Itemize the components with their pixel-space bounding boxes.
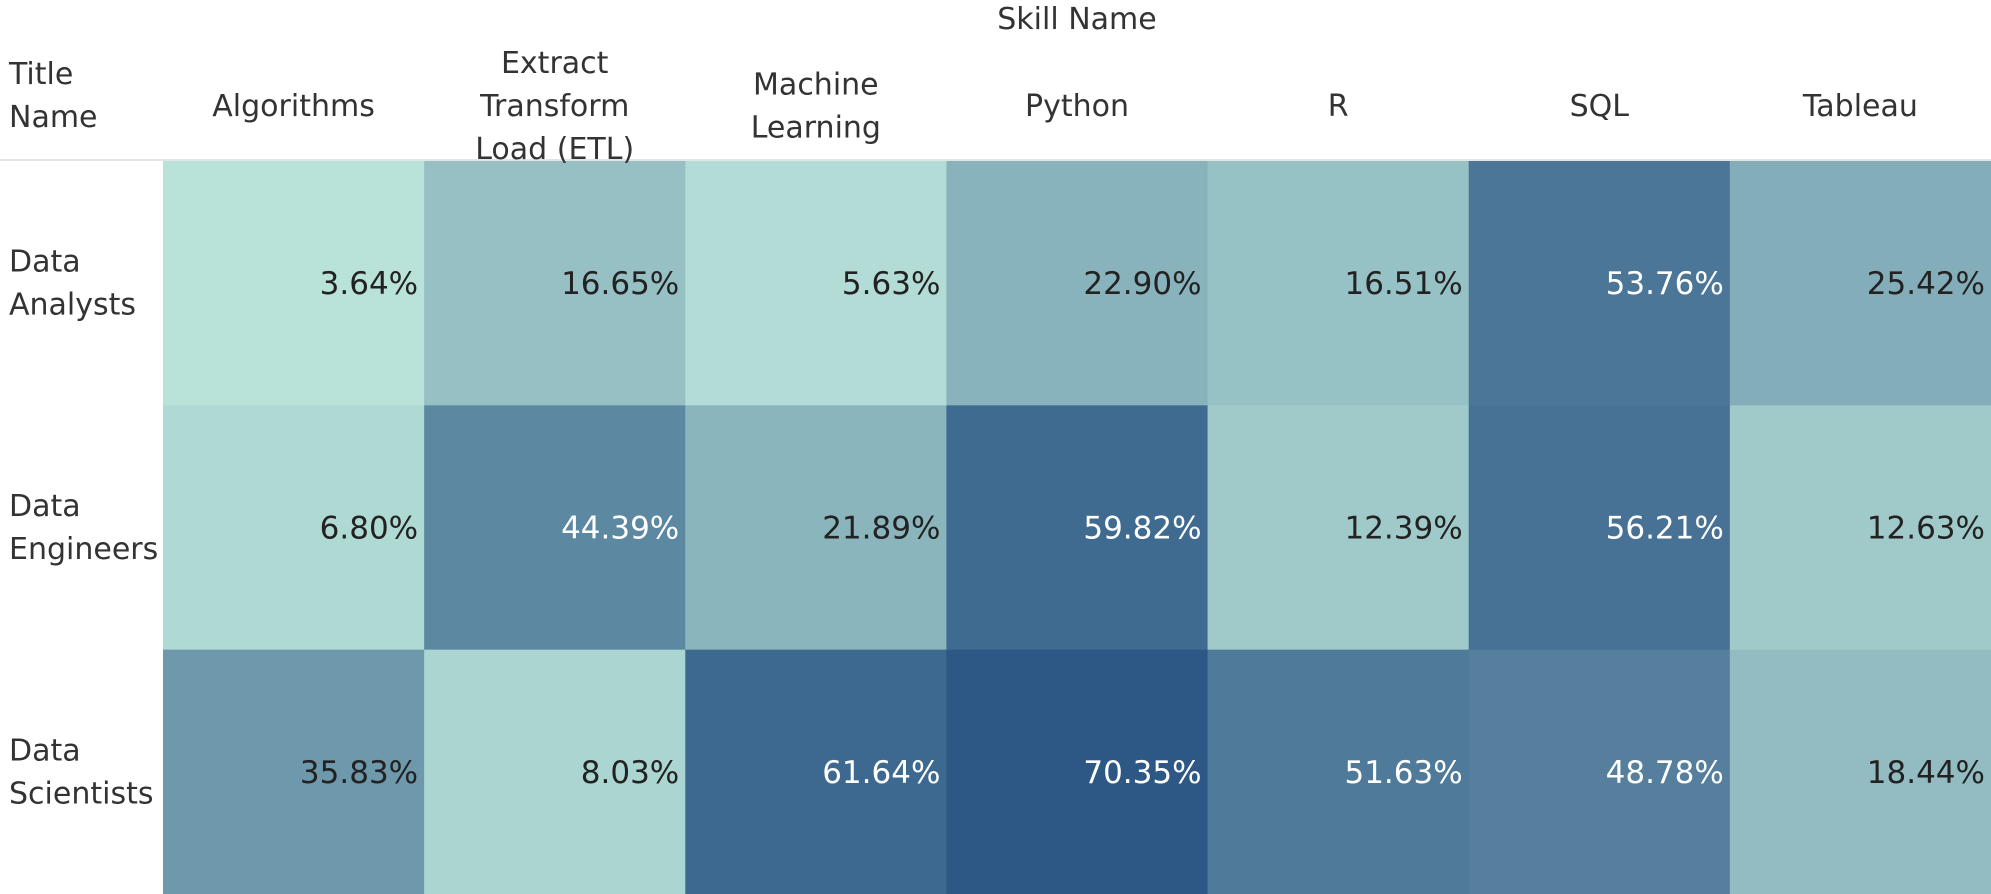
row-header-data-scientists: Data Scientists <box>9 733 153 811</box>
heatmap-value-label: 18.44% <box>1867 755 1985 791</box>
heatmap-value-label: 44.39% <box>561 511 679 547</box>
heatmap-cell[interactable] <box>685 405 947 651</box>
heatmap-cell[interactable] <box>163 161 425 406</box>
heatmap-cells <box>163 161 1991 894</box>
heatmap-cell[interactable] <box>1207 649 1470 894</box>
row-headers: Data Analysts Data Engineers Data Scientists <box>9 245 158 812</box>
heatmap-value-label: 22.90% <box>1083 266 1201 302</box>
column-header-machine-learning: Machine Learning <box>751 68 881 146</box>
row-header-data-engineers: Data Engineers <box>9 489 158 567</box>
column-headers: Algorithms Extract Transform Load (ETL) Mach… <box>212 46 1918 167</box>
heatmap-value-labels: 3.64% 16.65% 5.63% 22.90% 16.51% 53.76% 25.42%… <box>300 266 1985 791</box>
heatmap-cell[interactable] <box>685 649 947 894</box>
heatmap-value-label: 59.82% <box>1083 511 1201 547</box>
heatmap-value-label: 3.64% <box>320 266 418 302</box>
heatmap-value-label: 51.63% <box>1344 755 1462 791</box>
heatmap-cell[interactable] <box>424 405 686 651</box>
heatmap-value-label: 16.65% <box>561 266 679 302</box>
heatmap-cell[interactable] <box>424 161 686 406</box>
heatmap-value-label: 16.51% <box>1344 266 1462 302</box>
heatmap-cell[interactable] <box>163 405 425 651</box>
heatmap-value-label: 70.35% <box>1083 755 1201 791</box>
column-header-python: Python <box>1025 89 1129 124</box>
column-header-sql: SQL <box>1570 89 1630 124</box>
heatmap-cell[interactable] <box>1207 161 1470 406</box>
row-header-data-analysts: Data Analysts <box>9 245 136 323</box>
heatmap-value-label: 61.64% <box>822 755 940 791</box>
column-header-r: R <box>1328 89 1349 124</box>
heatmap-cell[interactable] <box>1729 649 1991 894</box>
column-field-label: Skill Name <box>997 2 1156 37</box>
heatmap-cell[interactable] <box>1468 405 1731 651</box>
heatmap-cell[interactable] <box>163 649 425 894</box>
heatmap-value-label: 56.21% <box>1606 511 1724 547</box>
heatmap-value-label: 6.80% <box>320 511 418 547</box>
heatmap-value-label: 8.03% <box>581 755 679 791</box>
heatmap-cell[interactable] <box>1729 405 1991 651</box>
heatmap-cell[interactable] <box>1468 649 1731 894</box>
column-header-extract-transform-load-etl: Extract Transform Load (ETL) <box>475 46 634 167</box>
heatmap-value-label: 25.42% <box>1867 266 1985 302</box>
row-field-label: Title Name <box>8 57 98 135</box>
heatmap-cell[interactable] <box>946 405 1209 651</box>
heatmap-cell[interactable] <box>424 649 686 894</box>
heatmap-cell[interactable] <box>685 161 947 406</box>
row-field-label-text: Title Name <box>8 57 98 135</box>
heatmap-cell[interactable] <box>1468 161 1731 406</box>
heatmap-value-label: 5.63% <box>842 266 940 302</box>
heatmap-cell[interactable] <box>946 161 1209 406</box>
heatmap-value-label: 35.83% <box>300 755 418 791</box>
heatmap-cell[interactable] <box>1207 405 1470 651</box>
heatmap-value-label: 12.39% <box>1344 511 1462 547</box>
heatmap-value-label: 21.89% <box>822 511 940 547</box>
heatmap-value-label: 12.63% <box>1867 511 1985 547</box>
column-header-tableau: Tableau <box>1802 89 1918 124</box>
heatmap-cell[interactable] <box>946 649 1209 894</box>
heatmap-value-label: 48.78% <box>1606 755 1724 791</box>
heatmap-value-label: 53.76% <box>1606 266 1724 302</box>
heatmap-cell[interactable] <box>1729 161 1991 406</box>
column-header-algorithms: Algorithms <box>212 89 375 124</box>
